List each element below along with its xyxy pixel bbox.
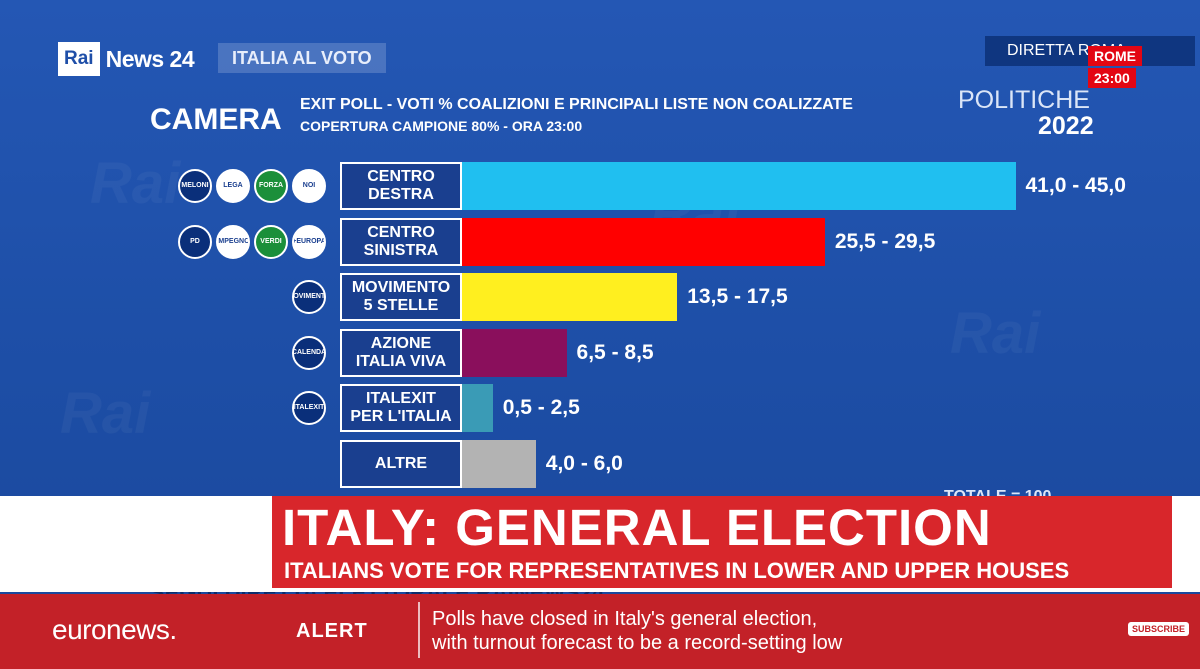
bar-label-line: ALTRE (374, 454, 428, 472)
party-logo-icon: LEGA (216, 169, 250, 203)
party-logo-icon: IMPEGNO (216, 224, 250, 259)
bar-label-line: ITALEXIT (366, 390, 436, 407)
chart-subtitle: EXIT POLL - VOTI % COALIZIONI E PRINCIPA… (300, 96, 853, 113)
subscribe-button[interactable]: SUBSCRIBE (1128, 622, 1190, 636)
watermark-rai: Rai (90, 150, 180, 217)
bar-label-line: CENTRO (367, 168, 435, 185)
bar-label: MOVIMENTO 5 STELLE (340, 273, 462, 321)
party-logo-icon: CALENDA (292, 335, 326, 370)
bar-label-line: ITALIA VIVA (355, 352, 447, 370)
euronews-logo: euronews. (52, 614, 177, 645)
bar-label-line: CENTRO (367, 223, 435, 241)
watermark-rai: Rai (950, 300, 1040, 367)
election-label: POLITICHE (958, 86, 1090, 114)
bar-label-line: 5 STELLE (363, 297, 439, 314)
party-logo-icon: PD (178, 224, 212, 259)
bar-label-line: DESTRA (368, 186, 434, 203)
value-label: 13,5 - 17,5 (687, 285, 788, 308)
bar-label-line: AZIONE (370, 334, 432, 352)
section-label: ITALIA AL VOTO (218, 43, 386, 73)
time-badge: 23:00 (1088, 68, 1136, 88)
election-year: 2022 (1038, 112, 1094, 140)
party-logo-icon: VERDI (254, 224, 288, 259)
bar-label-line: SINISTRA (363, 241, 439, 259)
chamber-title: CAMERA (150, 103, 282, 136)
banner-red-card (272, 496, 1172, 588)
party-logos: CALENDA (292, 335, 326, 370)
bar-label-line: MOVIMENTO (351, 279, 451, 296)
party-logo-icon: +EUROPA (292, 224, 326, 259)
news24-logo-text: News 24 (105, 45, 195, 72)
city-badge: ROME (1088, 46, 1142, 66)
value-label: 0,5 - 2,5 (502, 396, 580, 419)
bar-label: CENTRO DESTRA (340, 162, 462, 210)
alert-ticker (0, 594, 1200, 669)
party-logo-icon: MOVIMENTO (292, 280, 326, 314)
rainews24-logo: Rai News 24 (58, 42, 195, 76)
rai-logo-mark: Rai (58, 42, 100, 76)
party-logo-icon: NOI (292, 169, 326, 203)
bar-label: ITALEXIT PER L'ITALIA (340, 384, 462, 432)
party-logo-icon: ITALEXIT (292, 391, 326, 425)
alert-label: ALERT (296, 620, 368, 642)
chart-coverage-note: COPERTURA CAMPIONE 80% - ORA 23:00 (300, 118, 583, 134)
banner-subline: ITALIANS VOTE FOR REPRESENTATIVES IN LOW… (284, 558, 1070, 583)
bar-label: ALTRE (340, 439, 462, 488)
alert-message: Polls have closed in Italy's general ele… (432, 607, 842, 655)
party-logos: PD IMPEGNO VERDI +EUROPA (178, 224, 326, 259)
party-logo-icon: FORZA (254, 169, 288, 203)
party-logos: MELONI LEGA FORZA NOI (178, 169, 326, 203)
party-logos: ITALEXIT (292, 391, 326, 425)
alert-line-1: Polls have closed in Italy's general ele… (432, 608, 818, 630)
watermark-rai: Rai (60, 380, 150, 447)
banner-headline: ITALY: GENERAL ELECTION (282, 499, 992, 556)
value-label: 4,0 - 6,0 (545, 451, 623, 475)
value-label: 41,0 - 45,0 (1025, 174, 1126, 197)
party-logos: MOVIMENTO (292, 280, 326, 314)
value-label: 6,5 - 8,5 (576, 340, 654, 364)
bar-label: AZIONE ITALIA VIVA (340, 328, 462, 377)
bar-label-line: PER L'ITALIA (350, 408, 452, 425)
value-label: 25,5 - 29,5 (834, 229, 936, 253)
bar-label: CENTRO SINISTRA (340, 217, 462, 266)
ticker-divider (418, 602, 420, 658)
party-logo-icon: MELONI (178, 169, 212, 203)
alert-line-2: with turnout forecast to be a record-set… (432, 632, 843, 654)
